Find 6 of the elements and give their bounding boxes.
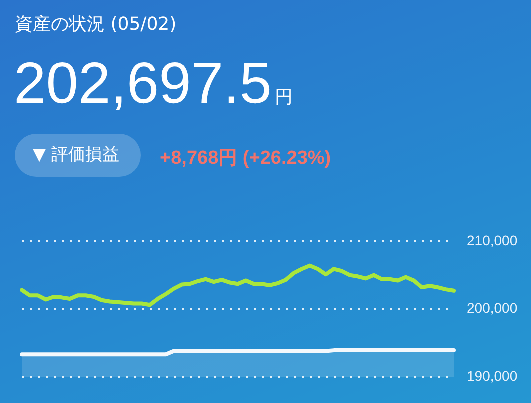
y-tick-label: 200,000 — [467, 300, 518, 316]
text: ▼ 評価損益 — [15, 134, 142, 177]
chart-title: 資産の状況 (05/02) — [15, 13, 177, 36]
y-tick-label: 190,000 — [467, 368, 518, 384]
text: +8,768円 (+26.23%) — [160, 147, 332, 171]
y-tick-label: 210,000 — [467, 232, 518, 248]
